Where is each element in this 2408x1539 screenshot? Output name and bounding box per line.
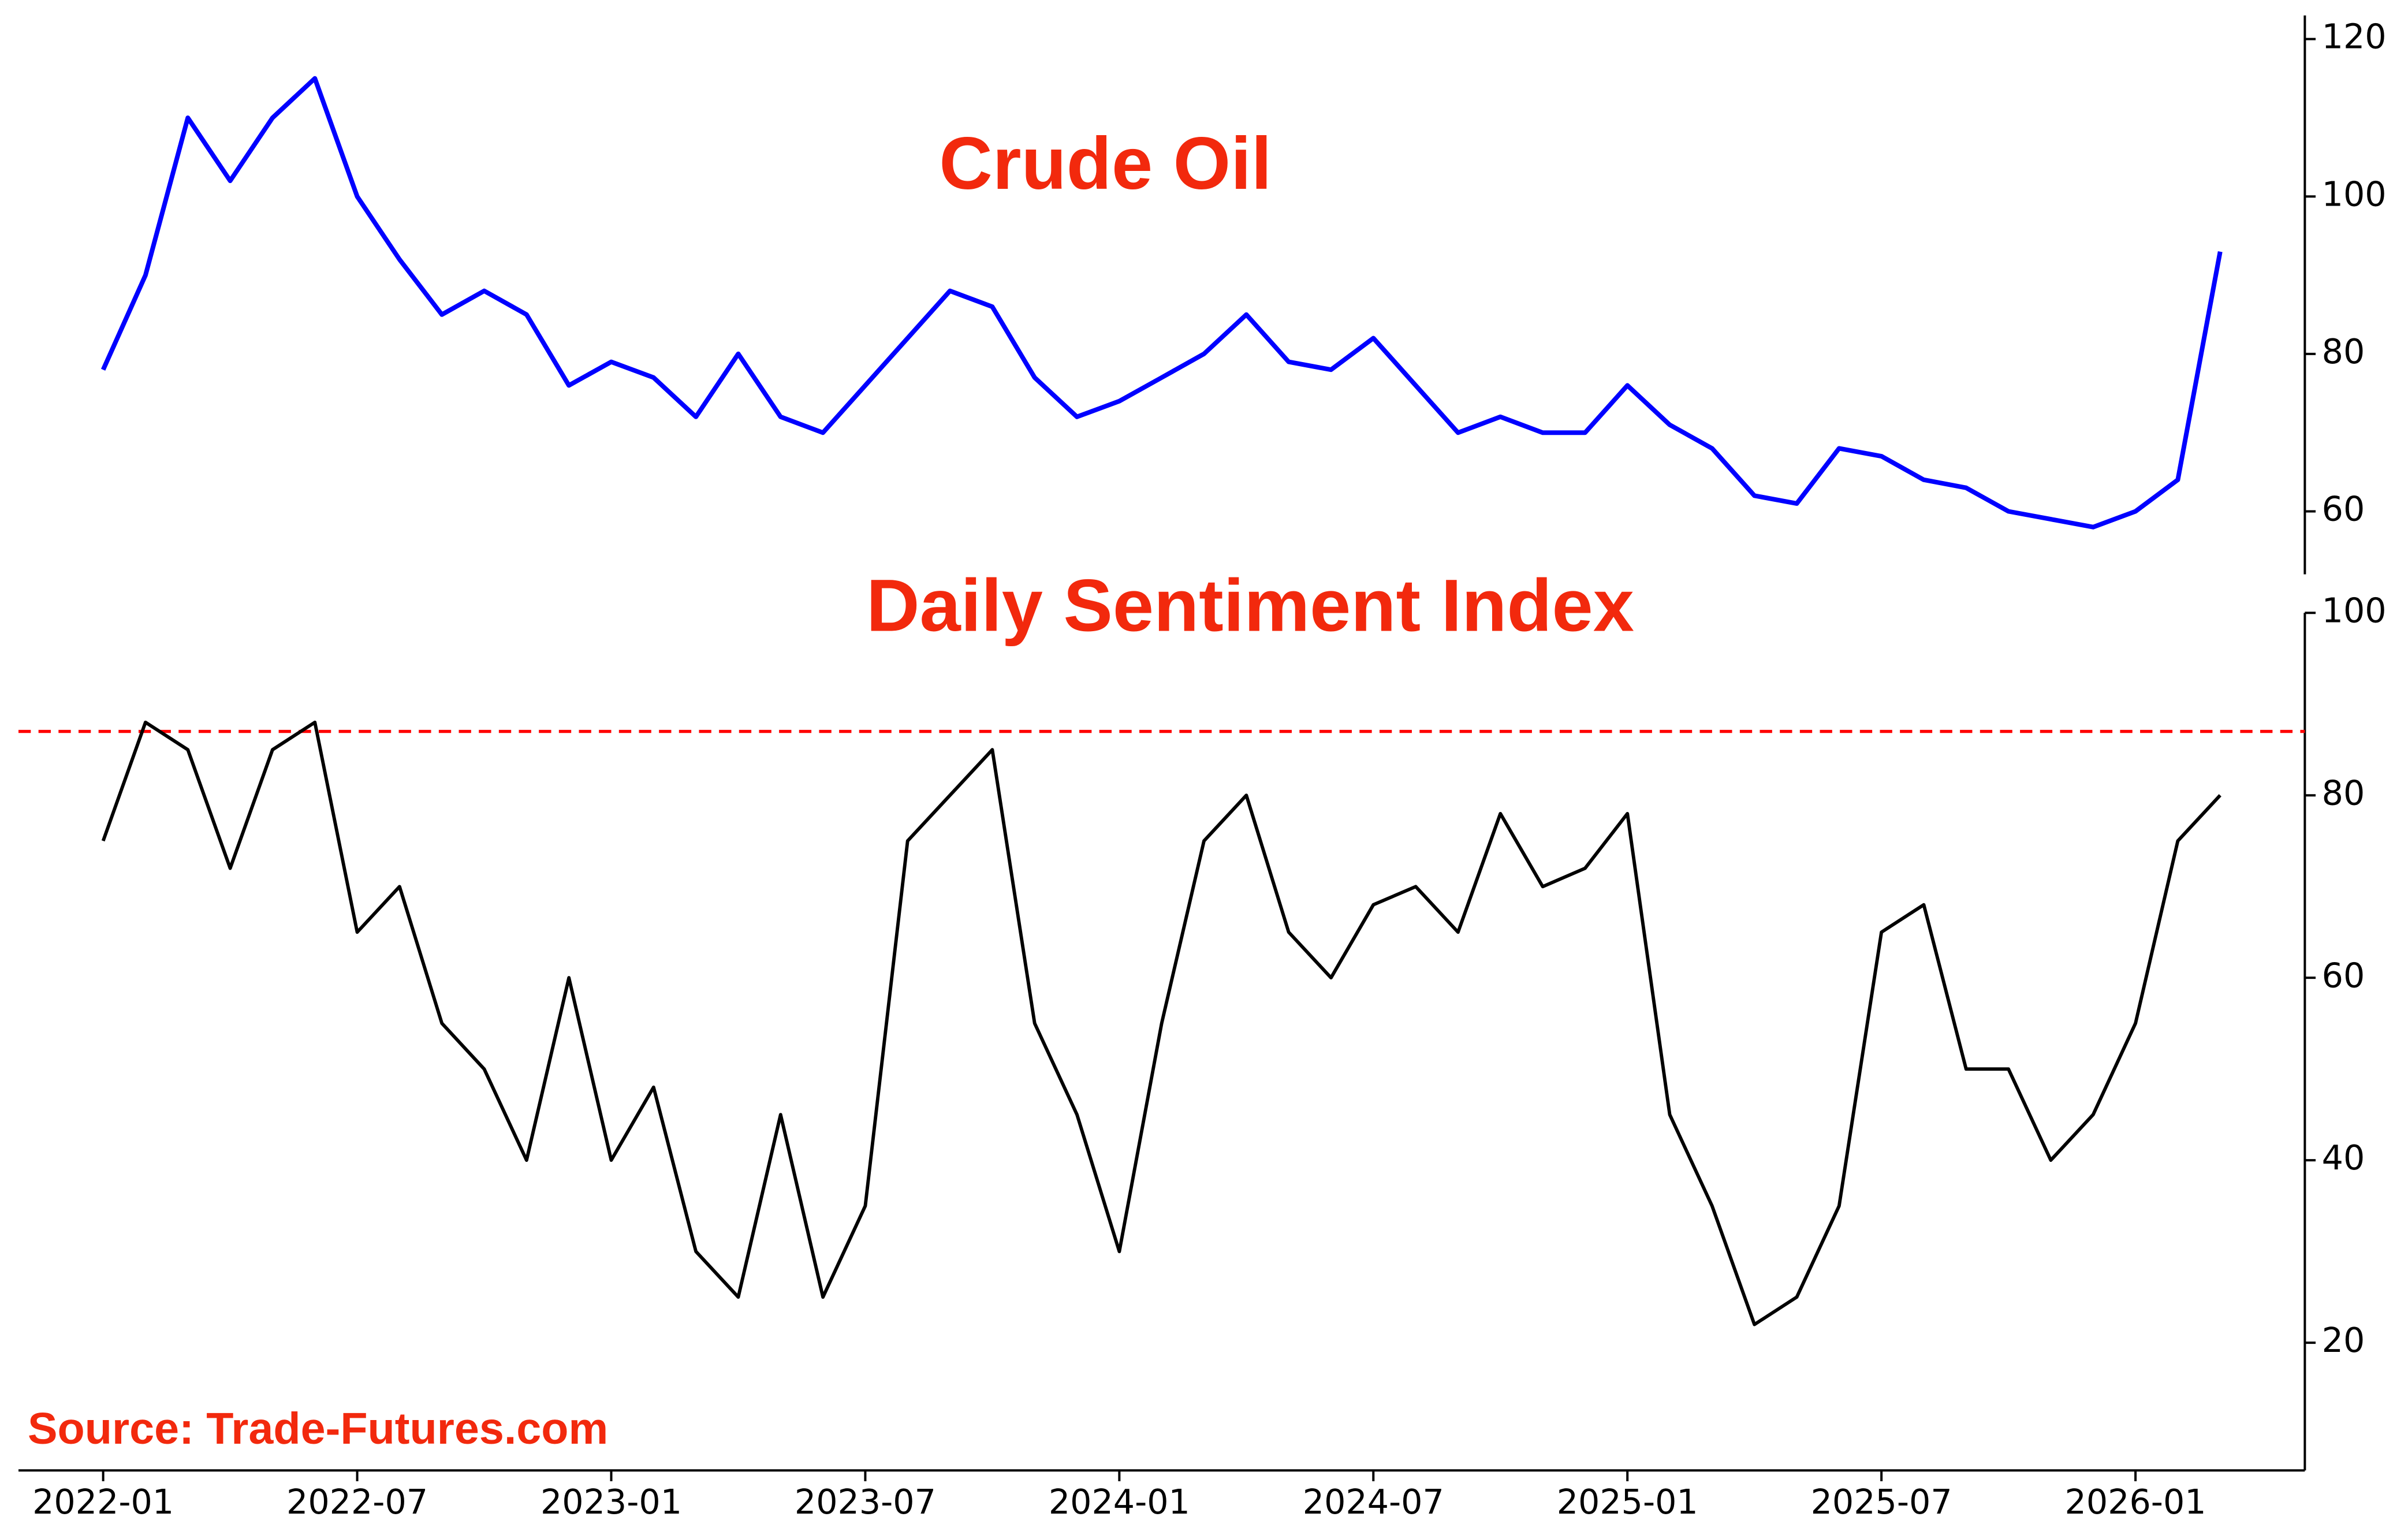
x-tick-label: 2022-01	[32, 1482, 174, 1522]
x-tick-label: 2023-01	[541, 1482, 682, 1522]
y-tick-label: 80	[2322, 773, 2365, 813]
x-tick-label: 2023-07	[795, 1482, 936, 1522]
x-tick-label: 2025-01	[1557, 1482, 1698, 1522]
chart-title: Crude Oil	[939, 122, 1272, 205]
x-tick-label: 2022-07	[286, 1482, 428, 1522]
x-tick-label: 2024-01	[1049, 1482, 1190, 1522]
y-tick-label: 60	[2322, 956, 2365, 995]
y-tick-label: 100	[2322, 591, 2387, 630]
data-line	[100, 76, 2223, 530]
y-tick-label: 120	[2322, 17, 2387, 57]
y-tick-label: 20	[2322, 1321, 2365, 1360]
y-tick-label: 40	[2322, 1138, 2365, 1177]
data-line	[101, 720, 2221, 1326]
chart-title: Daily Sentiment Index	[866, 564, 1634, 647]
x-tick-label: 2025-07	[1811, 1482, 1952, 1522]
y-tick-label: 80	[2322, 332, 2365, 371]
y-tick-label: 60	[2322, 490, 2365, 529]
x-tick-label: 2024-07	[1303, 1482, 1444, 1522]
source-note: Source: Trade-Futures.com	[28, 1404, 608, 1454]
y-tick-label: 100	[2322, 174, 2387, 214]
x-tick-label: 2026-01	[2065, 1482, 2206, 1522]
